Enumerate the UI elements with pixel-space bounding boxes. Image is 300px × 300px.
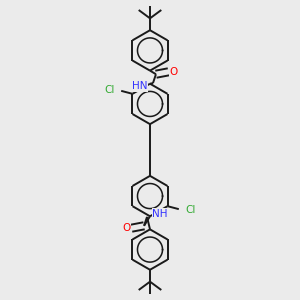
Text: O: O: [170, 67, 178, 77]
Text: HN: HN: [132, 81, 148, 91]
Text: Cl: Cl: [104, 85, 115, 95]
Text: Cl: Cl: [185, 205, 196, 215]
Text: NH: NH: [152, 209, 168, 219]
Text: O: O: [122, 223, 130, 233]
